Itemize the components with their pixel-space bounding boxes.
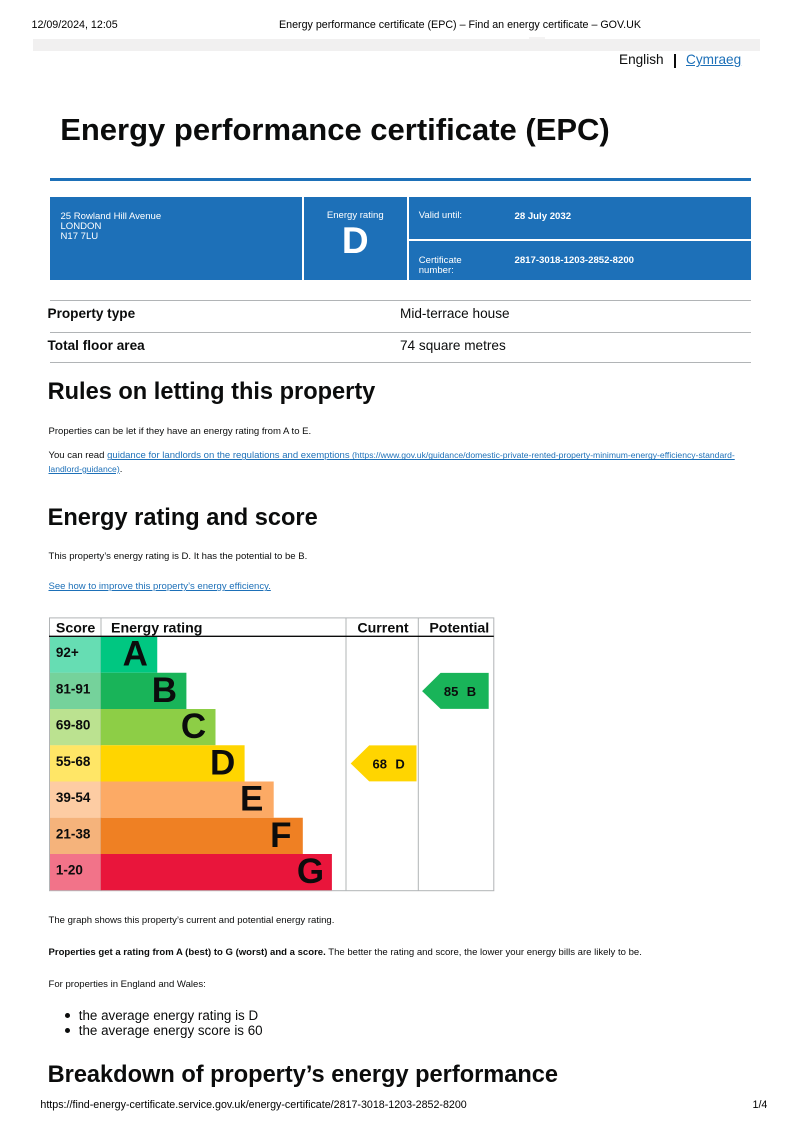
svg-text:Score: Score [55, 620, 95, 636]
svg-text:69-80: 69-80 [55, 718, 90, 733]
svg-text:C: C [180, 707, 205, 746]
svg-text:D: D [395, 757, 404, 772]
svg-text:92+: 92+ [55, 645, 78, 660]
svg-text:D: D [209, 743, 234, 782]
svg-text:Energy rating: Energy rating [111, 620, 202, 636]
svg-text:A: A [122, 635, 147, 674]
svg-text:B: B [151, 671, 176, 710]
svg-text:21-38: 21-38 [55, 826, 90, 841]
svg-text:1-20: 1-20 [55, 863, 82, 878]
svg-text:E: E [240, 780, 263, 819]
svg-text:81-91: 81-91 [55, 681, 90, 696]
svg-text:39-54: 39-54 [55, 790, 90, 805]
svg-text:Current: Current [357, 620, 409, 636]
svg-text:B: B [466, 684, 475, 699]
svg-text:85: 85 [443, 684, 457, 699]
svg-text:Potential: Potential [429, 620, 489, 636]
svg-text:68: 68 [372, 757, 386, 772]
svg-text:G: G [296, 852, 323, 891]
svg-text:F: F [270, 816, 291, 855]
svg-text:55-68: 55-68 [55, 754, 90, 769]
